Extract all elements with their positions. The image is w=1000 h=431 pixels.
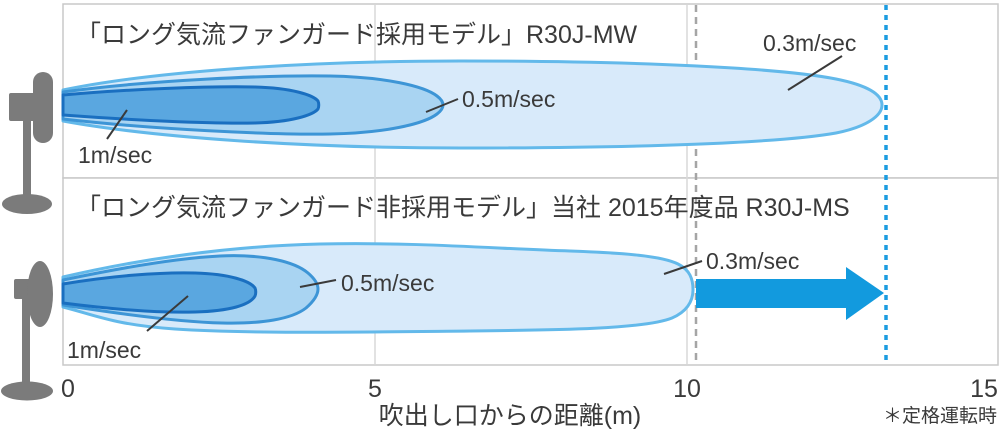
fan-bottom-pole [22, 297, 30, 385]
reach-arrow-icon [696, 267, 884, 320]
leader-bottom-05msec [299, 279, 337, 288]
fan-top-guard [33, 72, 53, 143]
label-top-03msec: 0.3m/sec [763, 30, 856, 56]
leader-lines [106, 55, 843, 332]
contour-bottom-1msec [61, 271, 258, 314]
fan-bottom-guard [27, 261, 53, 327]
rated-operation-note: ＊定格運転時 [883, 405, 997, 427]
panel-bottom-title: 「ロング気流ファンガード非採用モデル」当社 2015年度品 R30J-MS [76, 194, 850, 222]
fan-top-pole [23, 119, 31, 199]
airflow-bottom-model [61, 242, 695, 334]
fan-top-motor [9, 93, 37, 121]
leader-bottom-03msec [663, 260, 703, 275]
label-bottom-03msec: 0.3m/sec [706, 248, 799, 274]
label-top-1msec: 1m/sec [78, 142, 152, 168]
label-bottom-05msec: 0.5m/sec [341, 270, 434, 296]
leader-top-1msec [106, 109, 128, 140]
label-bottom-1msec: 1m/sec [67, 337, 141, 363]
fan-top-base [2, 194, 52, 214]
tick-10: 10 [673, 375, 701, 403]
x-axis-label: 吹出し口からの距離(m) [379, 402, 641, 430]
leader-bottom-1msec [146, 295, 189, 332]
airflow-top-model [61, 59, 884, 150]
fan-bottom-base [1, 381, 53, 401]
label-top-05msec: 0.5m/sec [462, 86, 555, 112]
leader-top-03msec [787, 55, 843, 91]
tick-15: 15 [970, 375, 998, 403]
tick-0: 0 [61, 375, 75, 403]
leader-top-05msec [425, 98, 459, 113]
fan-bottom-icon [1, 261, 53, 401]
fan-top-icon [2, 72, 53, 214]
panel-top-title: 「ロング気流ファンガード採用モデル」R30J-MW [76, 21, 638, 49]
tick-5: 5 [368, 375, 382, 403]
contour-top-1msec [61, 85, 321, 125]
